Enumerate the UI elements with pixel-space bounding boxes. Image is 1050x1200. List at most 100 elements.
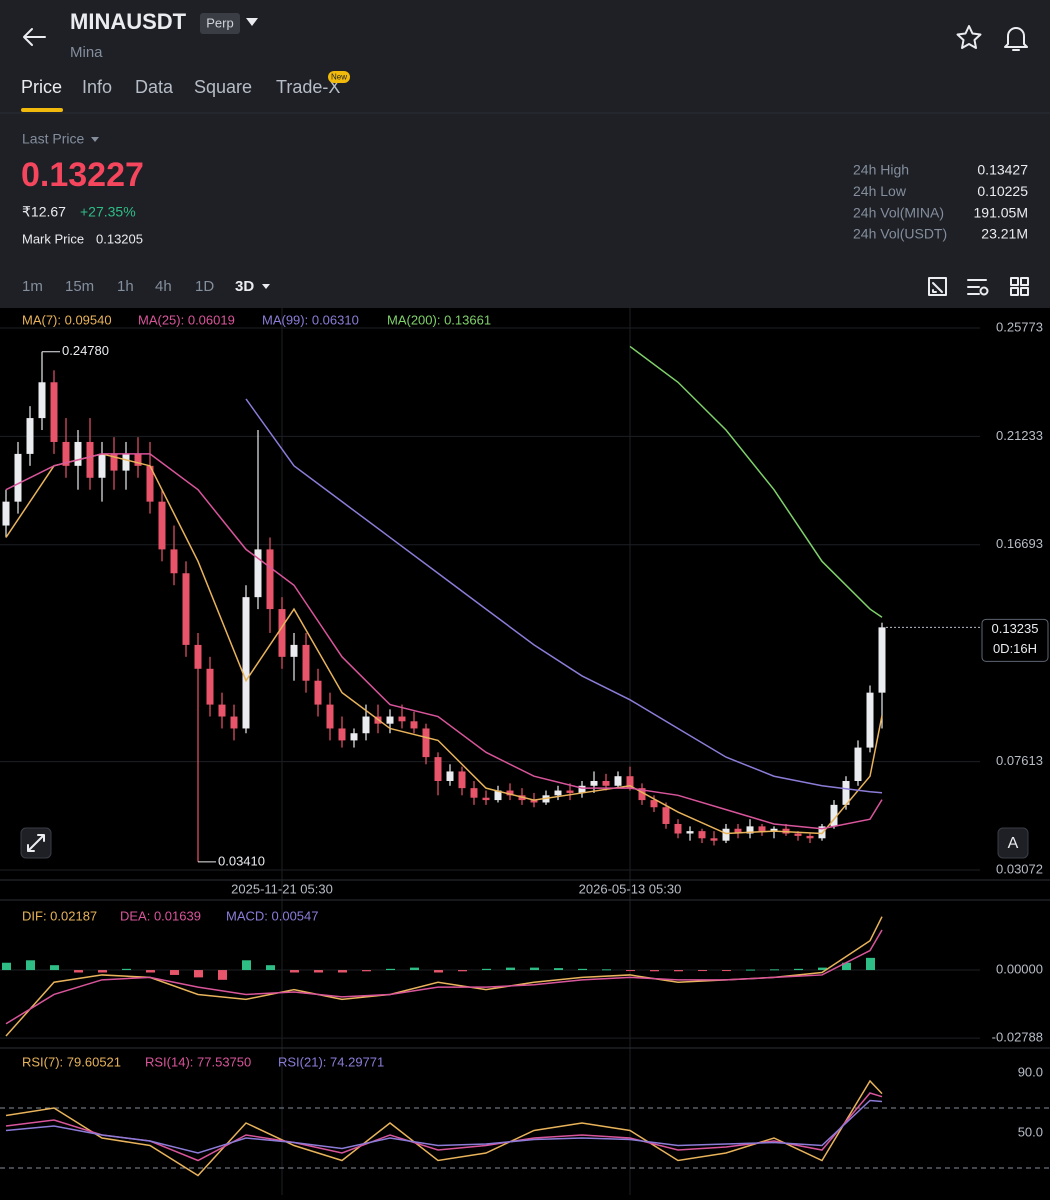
y-tick-label: 90.0 (1018, 1064, 1043, 1079)
candle-body (830, 804, 838, 827)
interval[interactable]: 4h (155, 278, 172, 295)
countdown: 0D:16H (993, 641, 1037, 656)
candle-body (614, 776, 622, 786)
macd-bar (362, 970, 371, 972)
candle-body (398, 716, 406, 722)
price-change: +27.35% (80, 204, 136, 220)
candle-body (278, 609, 286, 657)
macd-bar (674, 970, 683, 972)
badge-bg (200, 13, 240, 34)
candle-body (602, 780, 610, 786)
candle-body (218, 704, 226, 717)
legend-entry: DIF: 0.02187 (22, 908, 97, 923)
badge: Perp (206, 15, 233, 30)
layout-button[interactable] (1010, 277, 1029, 296)
indicator-line (5, 453, 883, 835)
auto-scale-button[interactable]: A (997, 827, 1029, 859)
legend-entry: MA(200): 0.13661 (387, 312, 491, 327)
macd-bar (554, 968, 563, 971)
macd-bar (626, 970, 635, 972)
macd-bar (50, 965, 59, 971)
interval-bar: 1m 15m 1h 4h 1D 3D (22, 278, 254, 295)
favorite-button[interactable] (956, 25, 982, 49)
y-tick-label: 0.25773 (996, 319, 1043, 334)
macd-bar (506, 967, 515, 971)
macd-bar (338, 970, 347, 973)
legend-entry: MA(99): 0.06310 (262, 312, 359, 327)
macd-bar (434, 970, 443, 973)
candle-body (86, 441, 94, 478)
candle-body (590, 780, 598, 786)
interval[interactable]: 1h (117, 278, 134, 295)
indicator-button[interactable] (967, 279, 989, 296)
candle-body (350, 733, 358, 741)
indicator-line (245, 398, 883, 794)
legend-entry: MA(7): 0.09540 (22, 312, 112, 327)
macd-bar (770, 969, 779, 971)
candle-body (638, 788, 646, 801)
candle-body (758, 826, 766, 832)
candle-body (98, 453, 106, 478)
candle-body (314, 680, 322, 705)
annotation: 0.03410 (218, 853, 265, 868)
candle-body (422, 728, 430, 758)
candle-body (434, 757, 442, 781)
candle-body (662, 807, 670, 824)
macd-bar (746, 969, 755, 971)
candle-body (794, 833, 802, 836)
candle-body (146, 465, 154, 502)
candle-body (74, 441, 82, 466)
macd-bar (74, 970, 83, 973)
macd-bar (530, 967, 539, 971)
interval-dropdown[interactable] (262, 284, 270, 289)
candle-body (242, 597, 250, 729)
stat-label: 24h High (853, 162, 909, 178)
candle-body (818, 826, 826, 839)
back-button[interactable] (23, 28, 46, 46)
symbol-dropdown[interactable] (246, 18, 258, 26)
candle-body (470, 788, 478, 798)
tab[interactable]: Price (21, 77, 62, 97)
stat-value: 23.21M (981, 226, 1028, 242)
last-price-tag (981, 618, 1049, 662)
alert-button[interactable] (1004, 27, 1028, 51)
macd-bar (602, 969, 611, 971)
mark-price: 0.13205 (96, 231, 143, 246)
new-badge-bg (328, 71, 350, 83)
tab[interactable]: Data (135, 77, 174, 97)
y-tick-label: 0.00000 (996, 961, 1043, 976)
legend-entry: MA(25): 0.06019 (138, 312, 235, 327)
interval[interactable]: 15m (65, 278, 94, 295)
interval[interactable]: 1m (22, 278, 43, 295)
candle-body (854, 747, 862, 781)
interval[interactable]: 1D (195, 278, 214, 295)
macd-bar (578, 968, 587, 971)
candle-body (734, 828, 742, 834)
legend-entry: RSI(21): 74.29771 (278, 1054, 384, 1069)
fiat-price: ₹12.67 (22, 204, 66, 220)
legend-entry: MACD: 0.00547 (226, 908, 319, 923)
tab[interactable]: Square (194, 77, 252, 97)
price-dropdown[interactable] (91, 137, 99, 142)
candle-body (722, 828, 730, 841)
candle-body (62, 441, 70, 466)
stat-label: 24h Vol(USDT) (853, 226, 947, 242)
macd-bar (410, 967, 419, 971)
fullscreen-button[interactable] (20, 827, 52, 859)
stats: 24h High 0.13427 24h Low 0.10225 24h Vol(MIN… (853, 162, 1028, 242)
macd-bar (122, 968, 131, 971)
candle-body (50, 382, 58, 442)
candle-body (110, 453, 118, 471)
header-bg (0, 0, 1050, 308)
interval[interactable]: 3D (235, 278, 254, 295)
macd-bar (242, 960, 251, 971)
macd-bar (650, 970, 659, 972)
tab-indicator (21, 108, 63, 112)
candle-body (158, 501, 166, 550)
chart-settings-button[interactable] (928, 277, 947, 296)
macd-bar (794, 968, 803, 971)
legend-entry: RSI(14): 77.53750 (145, 1054, 251, 1069)
macd-bar (698, 970, 707, 972)
tab[interactable]: Trade-X (276, 77, 340, 97)
tab[interactable]: Info (82, 77, 112, 97)
